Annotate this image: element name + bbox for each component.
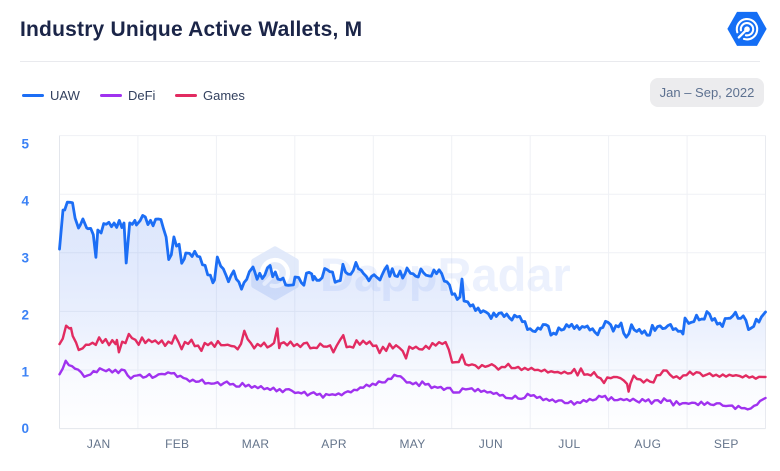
svg-text:JUL: JUL <box>558 437 580 451</box>
svg-text:4: 4 <box>21 193 29 208</box>
svg-text:FEB: FEB <box>165 437 189 451</box>
svg-text:5: 5 <box>21 137 29 152</box>
svg-text:0: 0 <box>21 421 29 436</box>
svg-text:1: 1 <box>21 364 29 379</box>
svg-text:JUN: JUN <box>479 437 503 451</box>
svg-text:3: 3 <box>21 250 29 265</box>
svg-text:AUG: AUG <box>634 437 661 451</box>
svg-text:MAR: MAR <box>242 437 270 451</box>
svg-text:2: 2 <box>21 307 29 322</box>
svg-text:JAN: JAN <box>87 437 111 451</box>
svg-text:APR: APR <box>321 437 347 451</box>
svg-text:SEP: SEP <box>714 437 739 451</box>
svg-text:MAY: MAY <box>399 437 425 451</box>
